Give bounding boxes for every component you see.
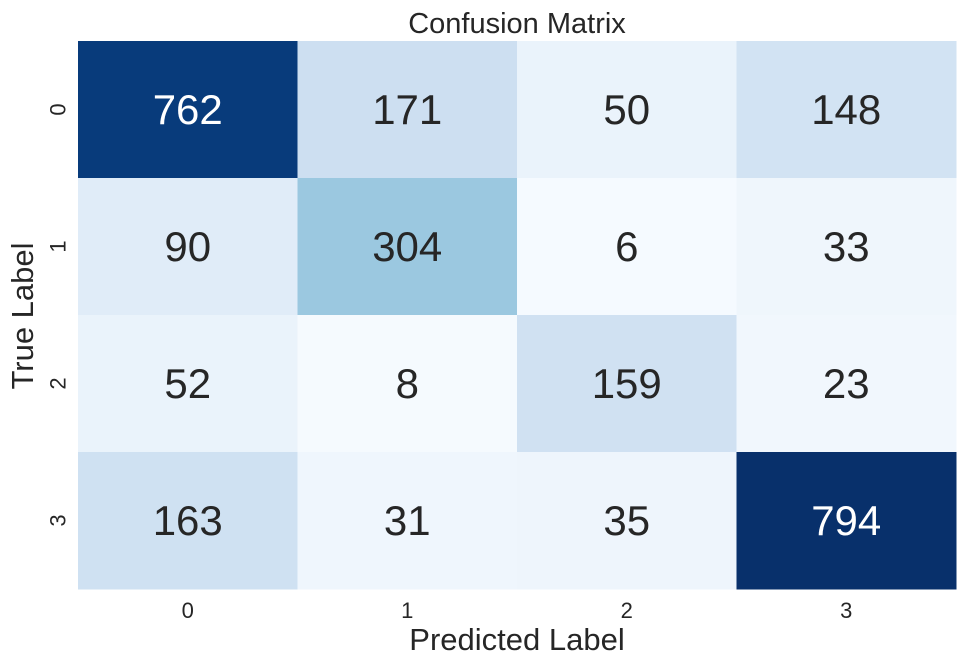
- heatmap-cells: [78, 41, 957, 590]
- x-tick-label: 1: [401, 598, 413, 623]
- cell-value-2-3: 23: [823, 360, 870, 407]
- cell-value-1-1: 304: [372, 223, 442, 270]
- heatmap-cell-2-3: [736, 315, 957, 453]
- heatmap-cell-2-1: [297, 315, 518, 453]
- x-axis-label: Predicted Label: [409, 622, 624, 657]
- cell-value-2-2: 159: [592, 360, 662, 407]
- y-tick-labels: 0 1 2 3: [46, 103, 71, 526]
- heatmap-cell-0-3: [736, 41, 957, 179]
- y-tick-label: 0: [46, 103, 71, 115]
- x-tick-label: 0: [182, 598, 194, 623]
- cell-annotations: 762 171 50 148 90 304 6 33 52 8 159 23 163 31 35 794: [153, 86, 882, 544]
- heatmap-cell-1-2: [517, 178, 737, 316]
- heatmap-cell-0-0: [78, 41, 298, 179]
- cell-value-3-0: 163: [153, 497, 223, 544]
- heatmap-cell-1-0: [78, 178, 298, 316]
- y-tick-label: 2: [46, 377, 71, 389]
- cell-value-1-2: 6: [615, 223, 638, 270]
- heatmap-cell-2-2: [517, 315, 737, 453]
- y-tick-label: 1: [46, 240, 71, 252]
- heatmap-cell-1-1: [297, 178, 518, 316]
- cell-value-0-2: 50: [603, 86, 650, 133]
- heatmap-cell-3-3: [736, 452, 957, 590]
- x-tick-label: 2: [621, 598, 633, 623]
- heatmap-cell-1-3: [736, 178, 957, 316]
- cell-value-3-3: 794: [811, 497, 881, 544]
- heatmap-cell-0-1: [297, 41, 518, 179]
- y-tick-label: 3: [46, 514, 71, 526]
- cell-value-3-1: 31: [384, 497, 431, 544]
- cell-value-0-3: 148: [811, 86, 881, 133]
- x-tick-labels: 0 1 2 3: [182, 598, 853, 623]
- cell-value-0-1: 171: [372, 86, 442, 133]
- heatmap-cell-2-0: [78, 315, 298, 453]
- cell-value-2-1: 8: [396, 360, 419, 407]
- cell-value-1-3: 33: [823, 223, 870, 270]
- x-tick-label: 3: [840, 598, 852, 623]
- heatmap-cell-3-1: [297, 452, 518, 590]
- heatmap-cell-3-0: [78, 452, 298, 590]
- heatmap-cell-3-2: [517, 452, 737, 590]
- chart-title: Confusion Matrix: [408, 8, 626, 40]
- cell-value-3-2: 35: [603, 497, 650, 544]
- y-axis-label: True Label: [5, 242, 40, 389]
- cell-value-1-0: 90: [164, 223, 211, 270]
- cell-value-2-0: 52: [164, 360, 211, 407]
- cell-value-0-0: 762: [153, 86, 223, 133]
- heatmap-cell-0-2: [517, 41, 737, 179]
